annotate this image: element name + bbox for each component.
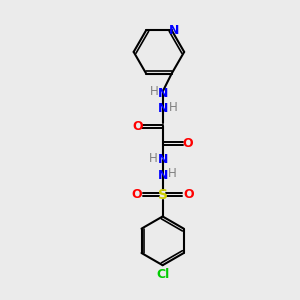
Text: N: N [158,102,168,115]
Text: N: N [158,169,168,182]
Text: O: O [183,188,194,201]
Text: O: O [132,120,143,133]
Text: H: H [149,152,158,165]
Text: H: H [150,85,159,98]
Text: N: N [158,87,168,100]
Text: O: O [131,188,142,201]
Text: N: N [158,154,168,166]
Text: N: N [169,23,180,37]
Text: O: O [183,137,193,150]
Text: H: H [168,167,176,181]
Text: H: H [169,100,177,114]
Text: S: S [158,188,168,202]
Text: Cl: Cl [156,268,169,281]
